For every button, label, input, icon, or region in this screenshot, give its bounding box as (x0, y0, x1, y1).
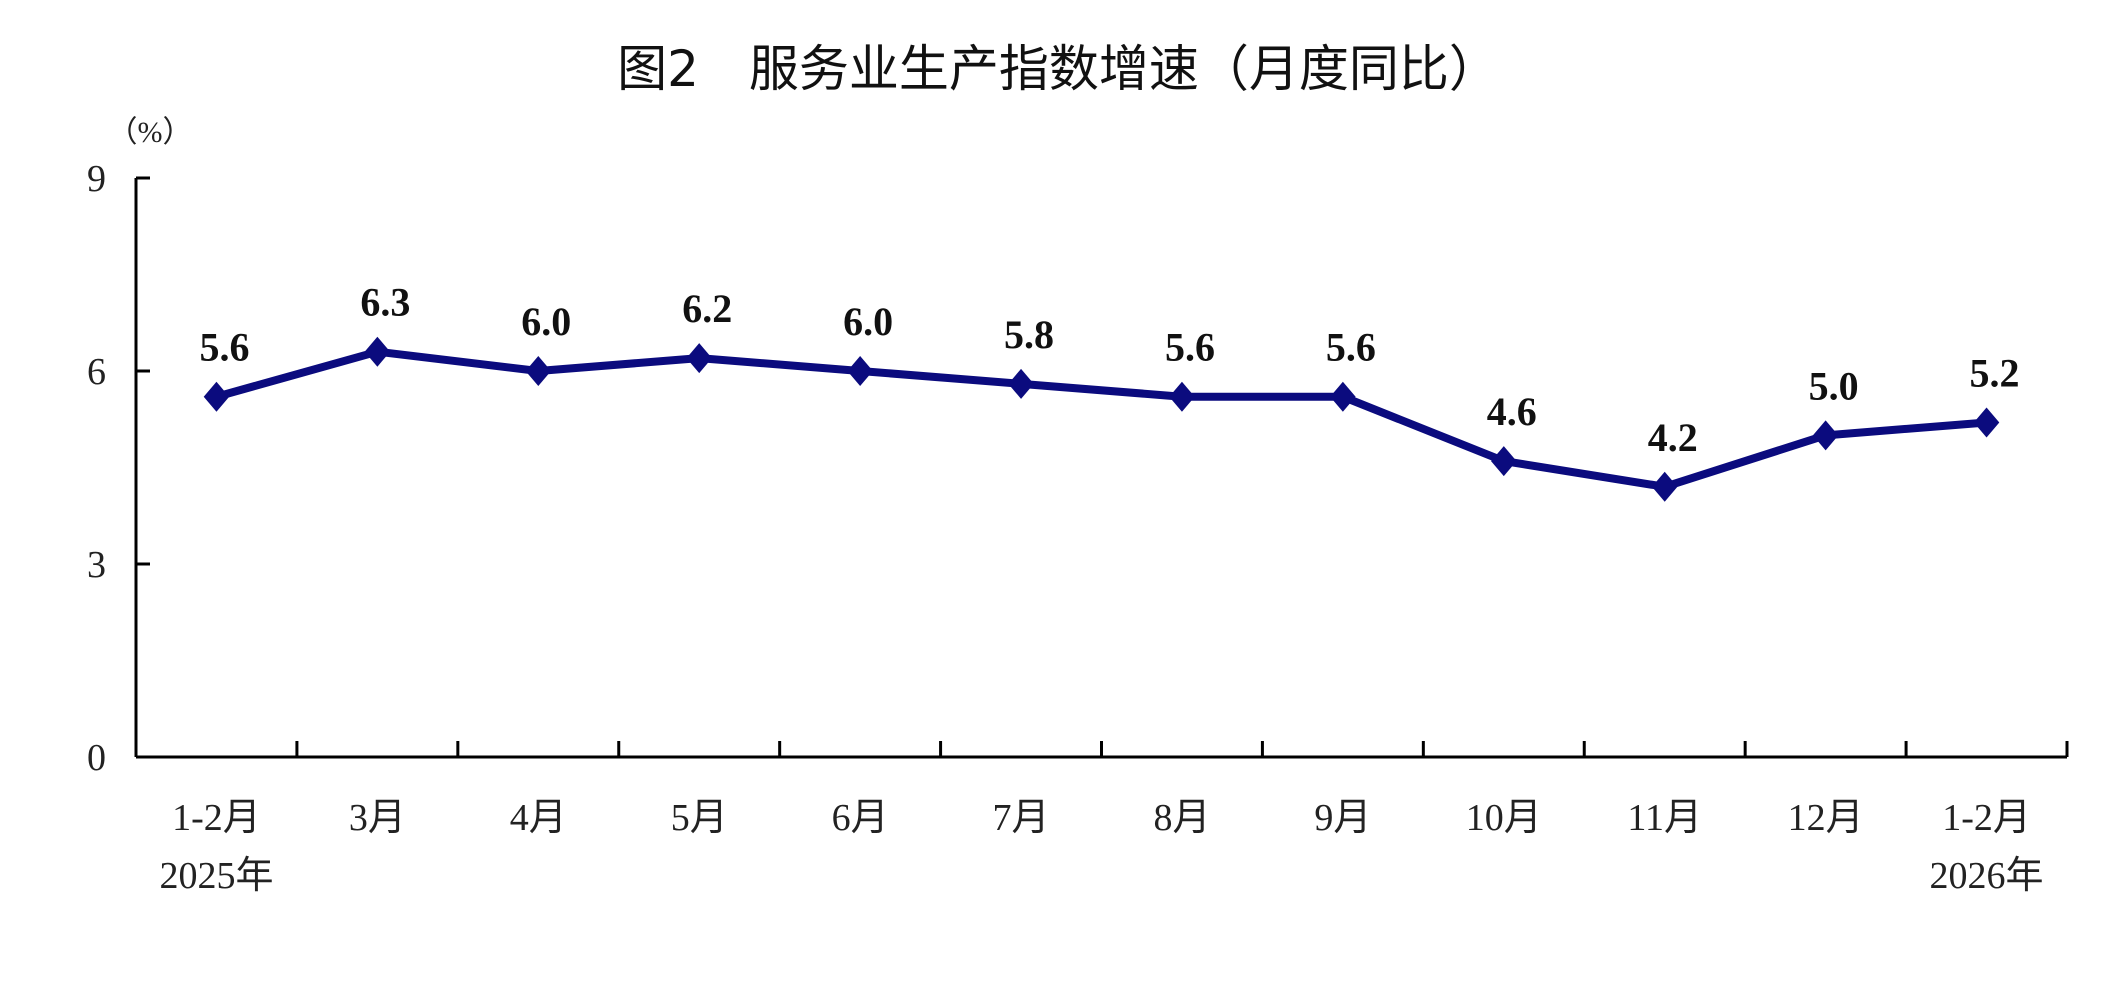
data-point-diamond (686, 343, 712, 374)
data-label: 5.6 (1326, 325, 1376, 370)
data-label: 6.2 (682, 286, 732, 331)
x-tick-label: 4月 (510, 797, 567, 839)
y-axis-unit: （%） (108, 116, 193, 149)
x-tick-label: 8月 (1153, 797, 1210, 839)
data-point-diamond (1491, 446, 1517, 477)
data-point-diamond (1973, 407, 2000, 438)
x-tick-label: 6月 (832, 797, 889, 839)
series-line (215, 347, 1987, 491)
x-tick-label: 5月 (671, 797, 728, 839)
y-tick-label: 6 (87, 351, 106, 393)
x-tick-label: 3月 (349, 797, 406, 839)
data-label: 5.0 (1809, 363, 1859, 408)
x-tick-label: 1-2月 (172, 797, 261, 839)
data-point-diamond (1008, 368, 1034, 399)
y-tick-label: 9 (87, 158, 106, 200)
x-tick-label: 2026年 (1930, 855, 2044, 897)
data-point-diamond (847, 356, 873, 386)
data-label: 5.6 (1165, 325, 1215, 370)
data-label: 6.0 (843, 299, 893, 344)
data-label: 5.2 (1970, 350, 2020, 395)
x-tick-label: 7月 (993, 797, 1050, 839)
data-point-diamond (1812, 420, 1839, 451)
data-label: 4.6 (1487, 389, 1537, 434)
x-tick-label: 2025年 (159, 855, 273, 897)
x-tick-label: 11月 (1627, 797, 1702, 839)
data-point-diamond (1651, 471, 1678, 502)
x-tick-label: 1-2月 (1942, 797, 2031, 839)
y-tick-label: 0 (87, 737, 106, 779)
data-point-diamond (1169, 381, 1195, 412)
data-label: 5.8 (1004, 312, 1054, 357)
data-point-diamond (364, 336, 391, 367)
data-label: 6.3 (360, 280, 410, 325)
x-tick-label: 10月 (1466, 797, 1542, 839)
data-label: 5.6 (199, 325, 249, 370)
data-point-diamond (1330, 381, 1356, 412)
data-label: 4.2 (1648, 415, 1698, 460)
chart-title: 图2 服务业生产指数增速（月度同比） (617, 40, 1499, 98)
x-tick-label: 9月 (1314, 797, 1371, 839)
data-point-diamond (203, 381, 230, 412)
y-tick-label: 3 (87, 544, 106, 586)
data-label: 6.0 (521, 299, 571, 344)
data-point-diamond (525, 356, 552, 386)
x-tick-label: 12月 (1788, 797, 1864, 839)
